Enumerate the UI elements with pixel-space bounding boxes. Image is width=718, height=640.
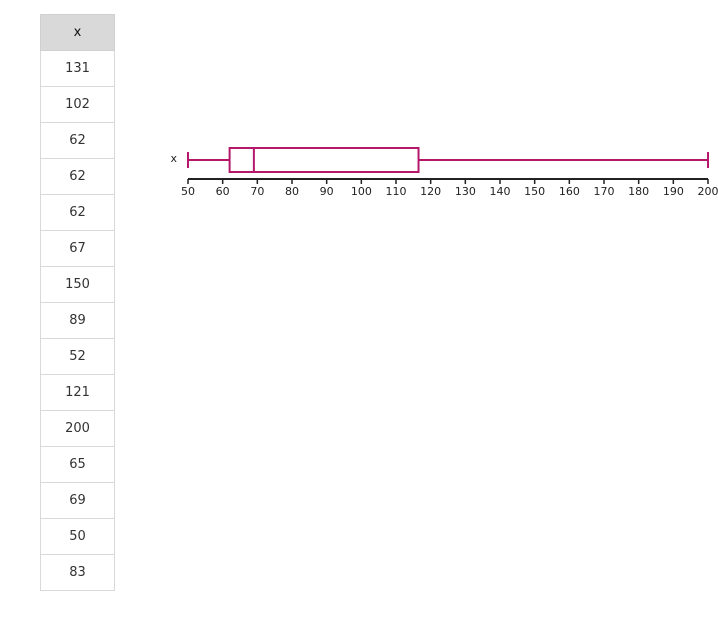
x-tick-label: 150: [524, 185, 545, 198]
table-row: 102: [40, 86, 115, 123]
table-cell: 83: [40, 554, 115, 591]
table-row: 83: [40, 554, 115, 591]
table-cell: 52: [40, 338, 115, 375]
series-label: x: [170, 152, 177, 165]
table-row: 150: [40, 266, 115, 303]
table-cell: 69: [40, 482, 115, 519]
table-row: 131: [40, 50, 115, 87]
x-tick-label: 160: [559, 185, 580, 198]
x-tick-label: 50: [181, 185, 195, 198]
table-row: 67: [40, 230, 115, 267]
table-cell: 67: [40, 230, 115, 267]
table-cell: 62: [40, 158, 115, 195]
table-cell: 62: [40, 122, 115, 159]
table-cell: 131: [40, 50, 115, 87]
x-tick-label: 100: [351, 185, 372, 198]
table-row: 52: [40, 338, 115, 375]
table-body: 131 102 62 62 62 67 150 89 52 121 200 65 69 50 83: [40, 50, 115, 591]
x-tick-label: 120: [420, 185, 441, 198]
x-tick-label: 70: [250, 185, 264, 198]
table-cell: 121: [40, 374, 115, 411]
x-tick-label: 130: [455, 185, 476, 198]
table-cell: 200: [40, 410, 115, 447]
table-row: 62: [40, 158, 115, 195]
x-tick-label: 140: [490, 185, 511, 198]
x-tick-label: 110: [386, 185, 407, 198]
table-row: 62: [40, 122, 115, 159]
x-tick-label: 190: [663, 185, 684, 198]
x-tick-label: 180: [628, 185, 649, 198]
table-row: 200: [40, 410, 115, 447]
data-table: x 131 102 62 62 62 67 150 89 52 121 200 65 69 50 83: [40, 14, 115, 591]
iqr-box: [228, 147, 420, 173]
table-row: 69: [40, 482, 115, 519]
table-cell: 102: [40, 86, 115, 123]
table-row: 121: [40, 374, 115, 411]
x-tick-label: 90: [320, 185, 334, 198]
table-header-row: x: [40, 14, 115, 51]
x-tick-label: 60: [216, 185, 230, 198]
x-tick-label: 170: [594, 185, 615, 198]
column-header: x: [40, 14, 115, 51]
table-cell: 150: [40, 266, 115, 303]
x-tick-label: 200: [698, 185, 718, 198]
x-tick-label: 80: [285, 185, 299, 198]
